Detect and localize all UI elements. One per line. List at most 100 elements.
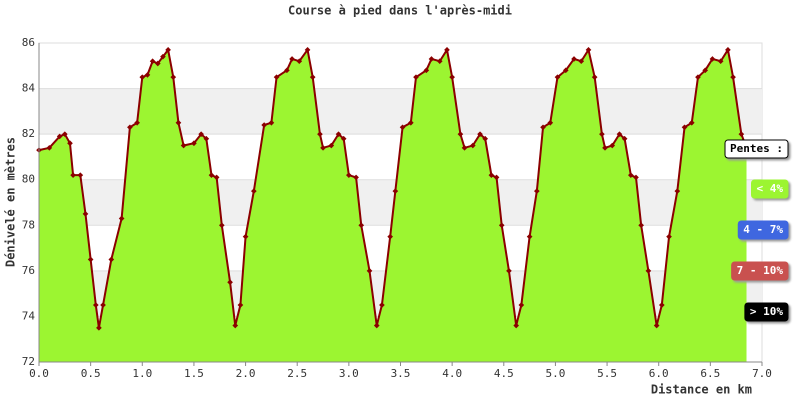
legend-item: > 10% xyxy=(744,302,789,322)
point-marker xyxy=(335,131,342,137)
point-marker xyxy=(526,233,533,240)
point-marker xyxy=(717,58,724,65)
point-marker xyxy=(638,222,644,229)
point-marker xyxy=(493,174,500,181)
point-marker xyxy=(449,74,455,81)
point-marker xyxy=(227,279,233,286)
point-marker xyxy=(100,302,106,308)
point-marker xyxy=(488,172,495,178)
point-marker xyxy=(666,233,672,240)
x-tick-label: 3.0 xyxy=(339,367,359,380)
legend-item: Pentes : xyxy=(724,139,789,159)
point-marker xyxy=(108,256,115,263)
point-marker xyxy=(175,119,182,126)
point-marker xyxy=(218,222,225,229)
point-marker xyxy=(67,140,73,147)
point-marker xyxy=(309,74,316,81)
x-axis-label: Distance en km xyxy=(651,383,752,397)
y-tick-label: 86 xyxy=(22,36,35,49)
x-tick-label: 7.0 xyxy=(752,367,772,380)
legend-item: 7 - 10% xyxy=(731,261,789,281)
point-marker xyxy=(379,302,385,308)
area xyxy=(39,49,747,362)
point-marker xyxy=(284,67,290,74)
point-marker xyxy=(578,58,585,65)
point-marker xyxy=(399,124,406,131)
x-tick-label: 0.0 xyxy=(29,367,49,380)
point-marker xyxy=(513,322,520,329)
legend-label: < 4% xyxy=(757,182,784,195)
point-marker xyxy=(268,119,275,126)
point-marker xyxy=(208,172,215,178)
point-marker xyxy=(242,233,249,240)
point-marker xyxy=(261,122,267,128)
legend-label: Pentes : xyxy=(730,142,783,155)
point-marker xyxy=(70,172,76,178)
point-marker xyxy=(139,74,146,81)
point-marker xyxy=(599,131,605,137)
point-marker xyxy=(170,74,177,81)
point-marker xyxy=(96,324,102,331)
x-tick-label: 4.5 xyxy=(494,367,514,380)
legend-item: 4 - 7% xyxy=(737,220,789,240)
point-marker xyxy=(498,222,505,229)
point-marker xyxy=(554,74,561,81)
point-marker xyxy=(92,302,99,308)
y-tick-label: 74 xyxy=(22,309,36,322)
point-marker xyxy=(609,142,616,149)
x-tick-label: 3.5 xyxy=(391,367,411,380)
point-marker xyxy=(144,72,151,78)
point-marker xyxy=(203,135,210,142)
point-marker xyxy=(585,47,592,53)
y-axis-label: Dénivelé en mètres xyxy=(4,137,18,267)
point-marker xyxy=(346,172,352,178)
legend-label: 4 - 7% xyxy=(743,223,783,236)
point-marker xyxy=(353,174,359,181)
point-marker xyxy=(506,268,512,274)
point-marker xyxy=(134,119,140,126)
point-marker xyxy=(232,322,239,329)
point-marker xyxy=(469,142,476,149)
point-marker xyxy=(423,67,430,74)
point-marker xyxy=(562,67,569,74)
point-marker xyxy=(358,222,365,229)
point-marker xyxy=(674,188,681,194)
point-marker xyxy=(547,119,554,126)
point-marker xyxy=(213,174,220,181)
x-tick-label: 4.0 xyxy=(442,367,462,380)
point-marker xyxy=(366,268,373,274)
point-marker xyxy=(627,172,634,178)
point-marker xyxy=(340,135,347,142)
legend-swatch xyxy=(737,220,789,240)
x-tick-label: 5.0 xyxy=(545,367,565,380)
point-marker xyxy=(387,233,393,240)
point-marker xyxy=(681,124,688,131)
point-marker xyxy=(725,47,731,53)
point-marker xyxy=(738,131,745,137)
y-tick-label: 82 xyxy=(22,127,35,140)
point-marker xyxy=(477,131,483,137)
point-marker xyxy=(602,144,608,151)
point-marker xyxy=(534,188,540,194)
point-marker xyxy=(457,131,464,137)
point-marker xyxy=(317,131,323,137)
x-tick-label: 0.5 xyxy=(81,367,101,380)
x-tick-label: 6.0 xyxy=(649,367,669,380)
point-marker xyxy=(191,140,197,147)
point-marker xyxy=(82,211,89,217)
point-marker xyxy=(392,188,399,194)
point-marker xyxy=(320,144,326,151)
point-marker xyxy=(77,172,84,178)
point-marker xyxy=(518,302,525,308)
point-marker xyxy=(118,215,125,222)
legend-swatch xyxy=(731,261,789,281)
point-marker xyxy=(180,142,187,149)
x-tick-label: 1.5 xyxy=(184,367,204,380)
legend-swatch xyxy=(751,179,789,199)
point-marker xyxy=(616,131,623,137)
x-tick-label: 6.5 xyxy=(700,367,720,380)
point-marker xyxy=(413,74,419,81)
y-tick-label: 72 xyxy=(22,355,35,368)
legend-title-box xyxy=(724,139,789,159)
